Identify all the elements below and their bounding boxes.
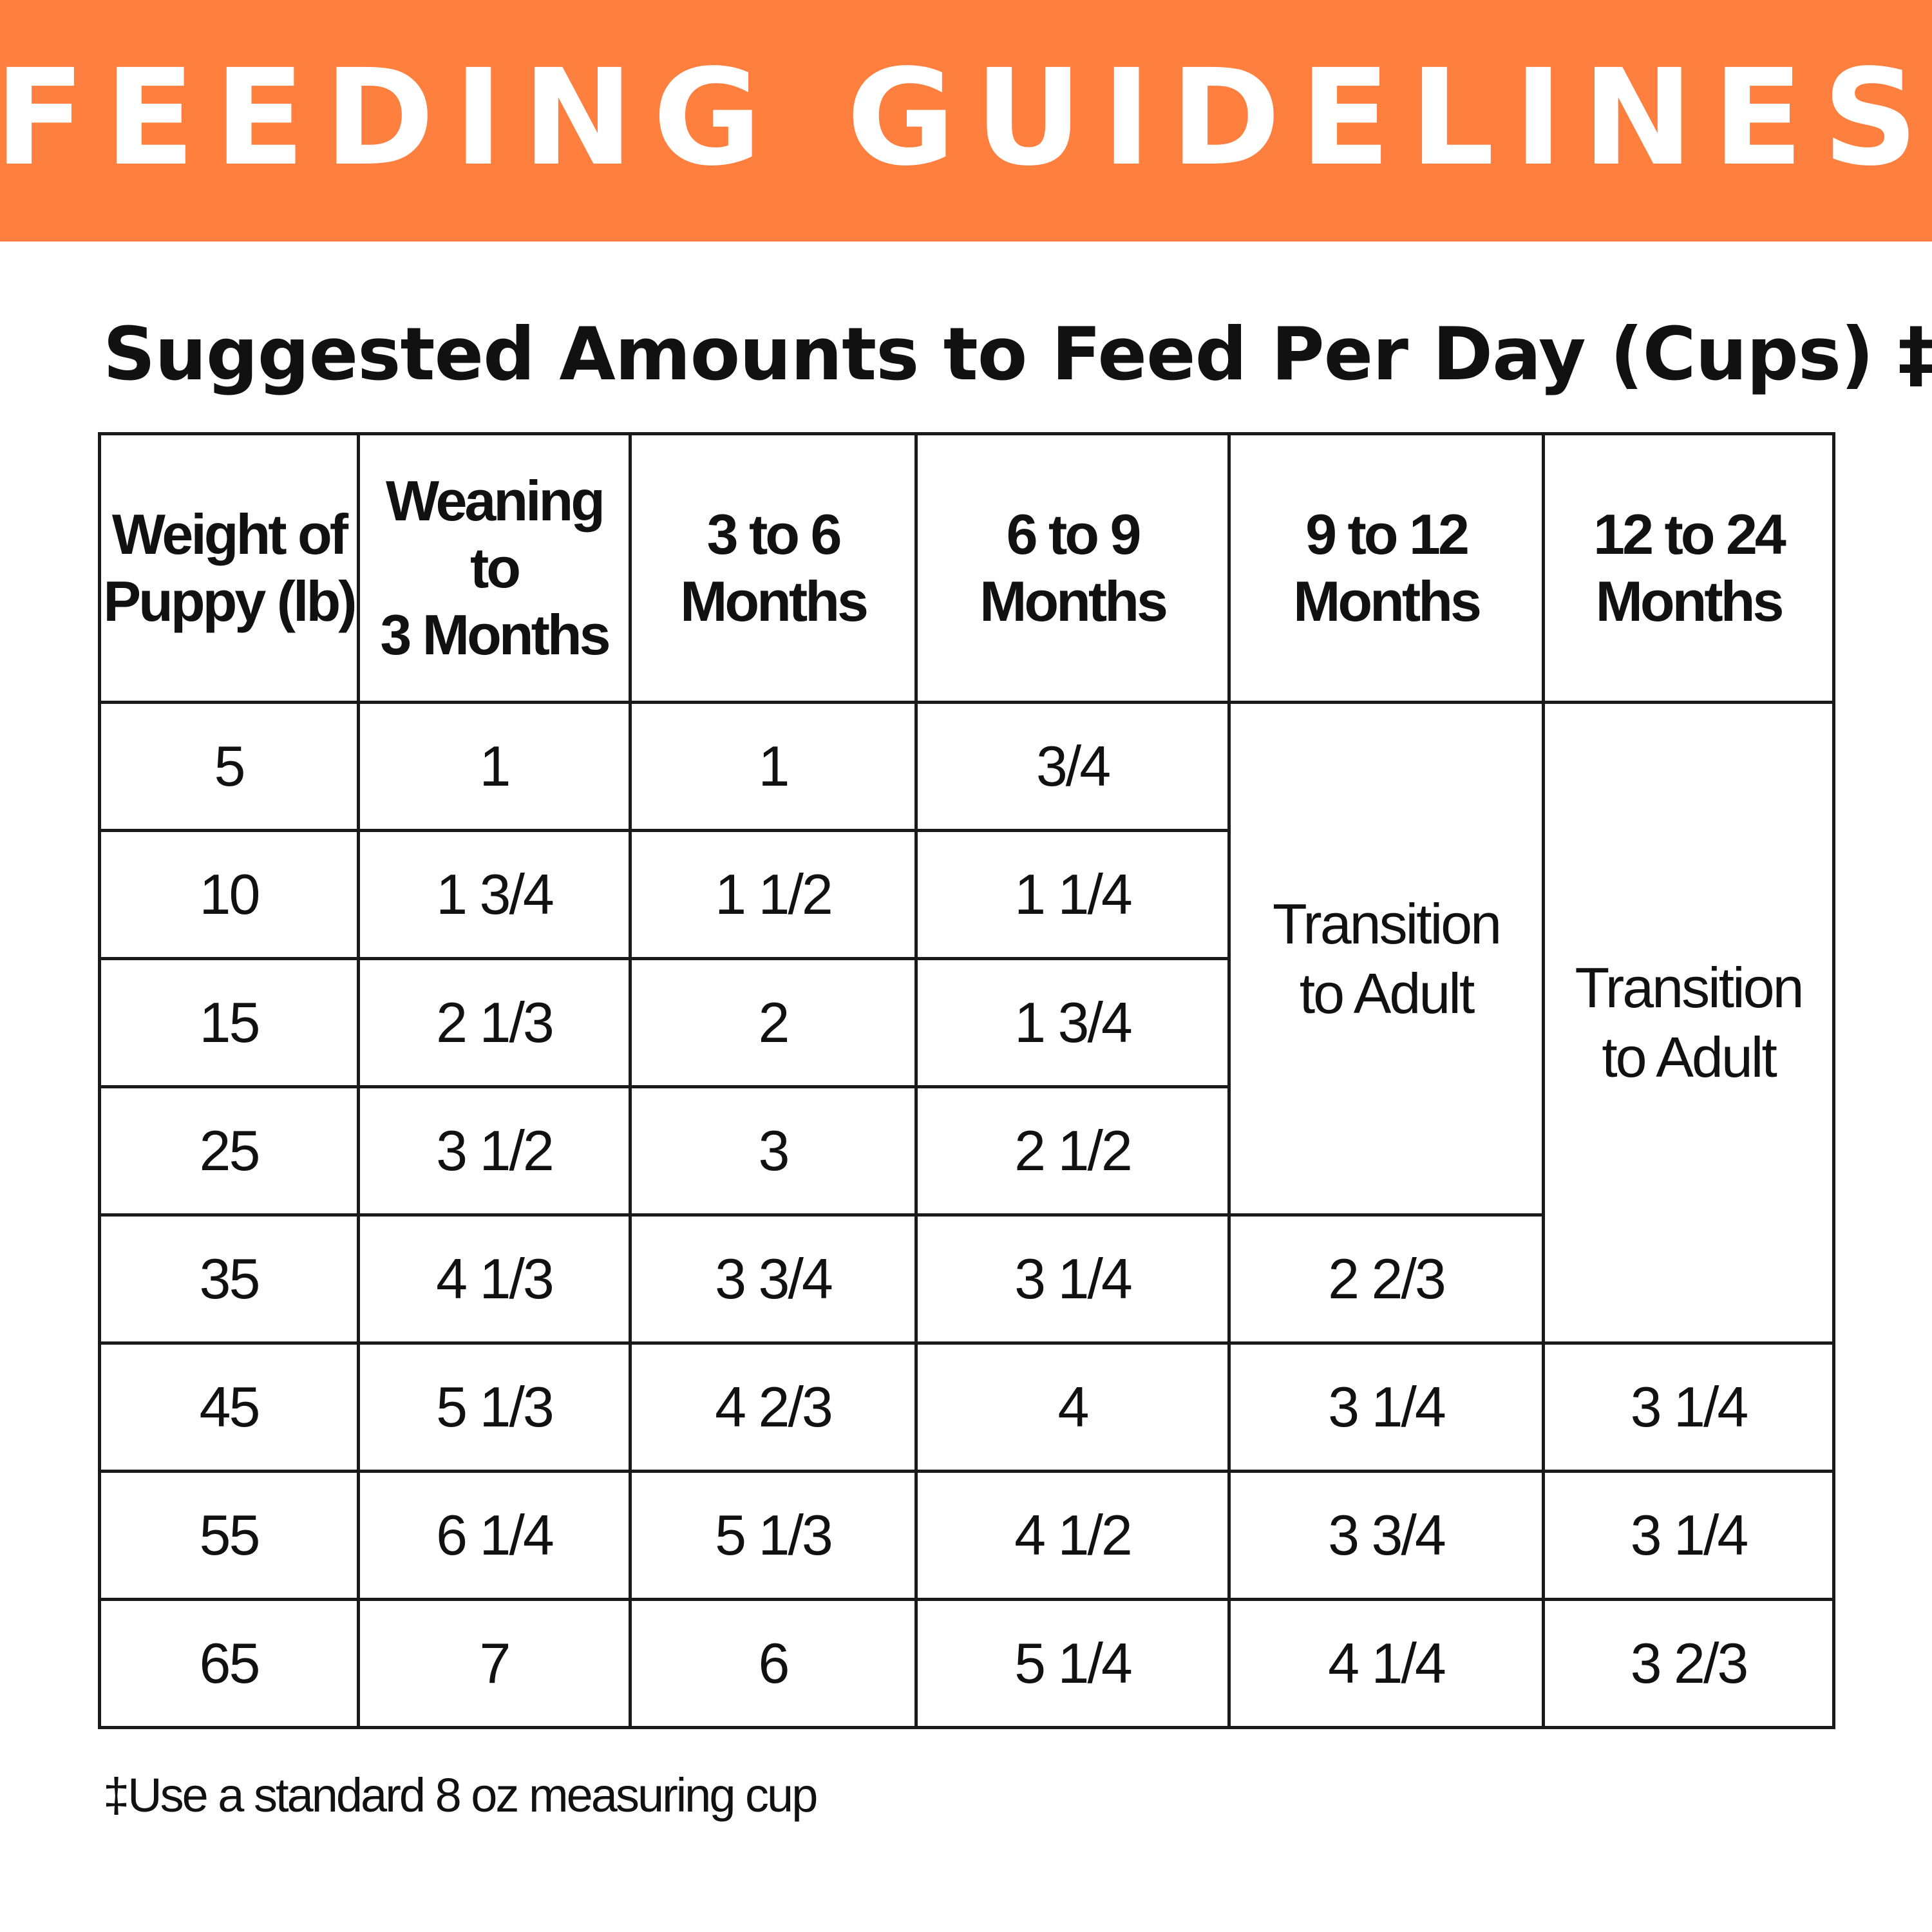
amount-cell: 3 3/4 <box>629 1213 918 1345</box>
amount-cell: 6 <box>629 1598 918 1729</box>
amount-cell: 1 3/4 <box>357 829 632 960</box>
transition-line: to Adult <box>1299 961 1475 1025</box>
header-line: 3 to 6 <box>706 502 842 566</box>
header-line: 12 to 24 <box>1593 502 1786 566</box>
amount-cell: 3 1/2 <box>357 1085 632 1217</box>
header-line: Months <box>1595 569 1785 633</box>
transition-cell-12-to-24: Transition to Adult <box>1542 701 1835 1345</box>
amount-cell: 4 1/4 <box>1227 1598 1545 1729</box>
amount-cell: 3 1/4 <box>1227 1341 1545 1473</box>
weight-cell: 5 <box>98 701 360 832</box>
table-row: 5 1 1 3/4 Transition to Adult Transition… <box>98 701 1835 1345</box>
weight-cell: 25 <box>98 1085 360 1217</box>
banner-title: FEEDING GUIDELINES <box>0 40 1932 195</box>
amount-cell: 6 1/4 <box>357 1470 632 1601</box>
amount-cell: 1 1/2 <box>629 829 918 960</box>
table-row: 35 4 1/3 3 3/4 3 1/4 2 2/3 <box>98 1213 1834 1345</box>
table-row: 25 3 1/2 3 2 1/2 <box>98 1085 1834 1217</box>
amount-cell: 7 <box>357 1598 632 1729</box>
header-row: Weight of Puppy (lb) Weaning to 3 Months… <box>98 432 1835 704</box>
table-row: 45 5 1/3 4 2/3 4 3 1/4 3 1/4 <box>98 1341 1835 1473</box>
weight-cell: 15 <box>98 957 360 1088</box>
amount-cell: 2 2/3 <box>1227 1213 1545 1345</box>
header-line: Months <box>1293 569 1482 633</box>
transition-line: to Adult <box>1602 1025 1777 1089</box>
transition-cell-9-to-12: Transition to Adult <box>1227 701 1545 1217</box>
amount-cell: 1 1/4 <box>914 829 1231 960</box>
amount-cell: 5 1/4 <box>914 1598 1231 1729</box>
header-3-to-6: 3 to 6 Months <box>629 432 918 704</box>
amount-cell: 4 <box>914 1341 1231 1473</box>
amount-cell: 2 1/2 <box>914 1085 1231 1217</box>
amount-cell: 4 1/3 <box>357 1213 632 1345</box>
header-9-to-12: 9 to 12 Months <box>1227 432 1545 704</box>
amount-cell: 2 1/3 <box>357 957 632 1088</box>
amount-cell: 5 1/3 <box>357 1341 632 1473</box>
header-line: 6 to 9 <box>1006 502 1142 566</box>
header-line: Puppy (lb) <box>103 569 357 633</box>
amount-cell: 3 1/4 <box>1542 1470 1835 1601</box>
amount-cell: 2 <box>629 957 918 1088</box>
header-12-to-24: 12 to 24 Months <box>1542 432 1835 704</box>
weight-cell: 65 <box>98 1598 360 1729</box>
amount-cell: 3/4 <box>914 701 1231 832</box>
header-line: Months <box>980 569 1168 633</box>
header-line: Weight of <box>111 502 348 566</box>
amount-cell: 1 <box>629 701 918 832</box>
table-row: 10 1 3/4 1 1/2 1 1/4 <box>98 829 1834 960</box>
transition-line: Transition <box>1272 891 1502 956</box>
table-row: 65 7 6 5 1/4 4 1/4 3 2/3 <box>98 1598 1835 1729</box>
header-banner: FEEDING GUIDELINES <box>0 0 1932 242</box>
amount-cell: 4 2/3 <box>629 1341 918 1473</box>
table-row: 15 2 1/3 2 1 3/4 <box>98 957 1834 1088</box>
header-line: 9 to 12 <box>1305 502 1470 566</box>
amount-cell: 3 2/3 <box>1542 1598 1835 1729</box>
amount-cell: 3 <box>629 1085 918 1217</box>
header-line: 3 Months <box>380 603 611 667</box>
amount-cell: 3 1/4 <box>914 1213 1231 1345</box>
amount-cell: 1 3/4 <box>914 957 1231 1088</box>
transition-text: Transition to Adult <box>1575 953 1804 1092</box>
amount-cell: 1 <box>357 701 632 832</box>
amount-cell: 3 3/4 <box>1227 1470 1545 1601</box>
amount-cell: 3 1/4 <box>1542 1341 1835 1473</box>
table-title: Suggested Amounts to Feed Per Day (Cups)… <box>103 312 1932 397</box>
header-weight: Weight of Puppy (lb) <box>98 432 360 704</box>
weight-cell: 10 <box>98 829 360 960</box>
weight-cell: 45 <box>98 1341 360 1473</box>
table-row: 55 6 1/4 5 1/3 4 1/2 3 3/4 3 1/4 <box>98 1470 1835 1601</box>
amount-cell: 5 1/3 <box>629 1470 918 1601</box>
transition-line: Transition <box>1575 956 1804 1019</box>
amount-cell: 4 1/2 <box>914 1470 1231 1601</box>
header-line: Months <box>680 569 869 633</box>
header-weaning: Weaning to 3 Months <box>357 432 632 704</box>
header-line: Weaning to <box>385 469 605 600</box>
transition-text: Transition to Adult <box>1272 889 1502 1028</box>
weight-cell: 55 <box>98 1470 360 1601</box>
footnote: ‡Use a standard 8 oz measuring cup <box>103 1768 818 1822</box>
weight-cell: 35 <box>98 1213 360 1345</box>
feeding-table: Weight of Puppy (lb) Weaning to 3 Months… <box>98 432 1835 1729</box>
header-6-to-9: 6 to 9 Months <box>914 432 1231 704</box>
